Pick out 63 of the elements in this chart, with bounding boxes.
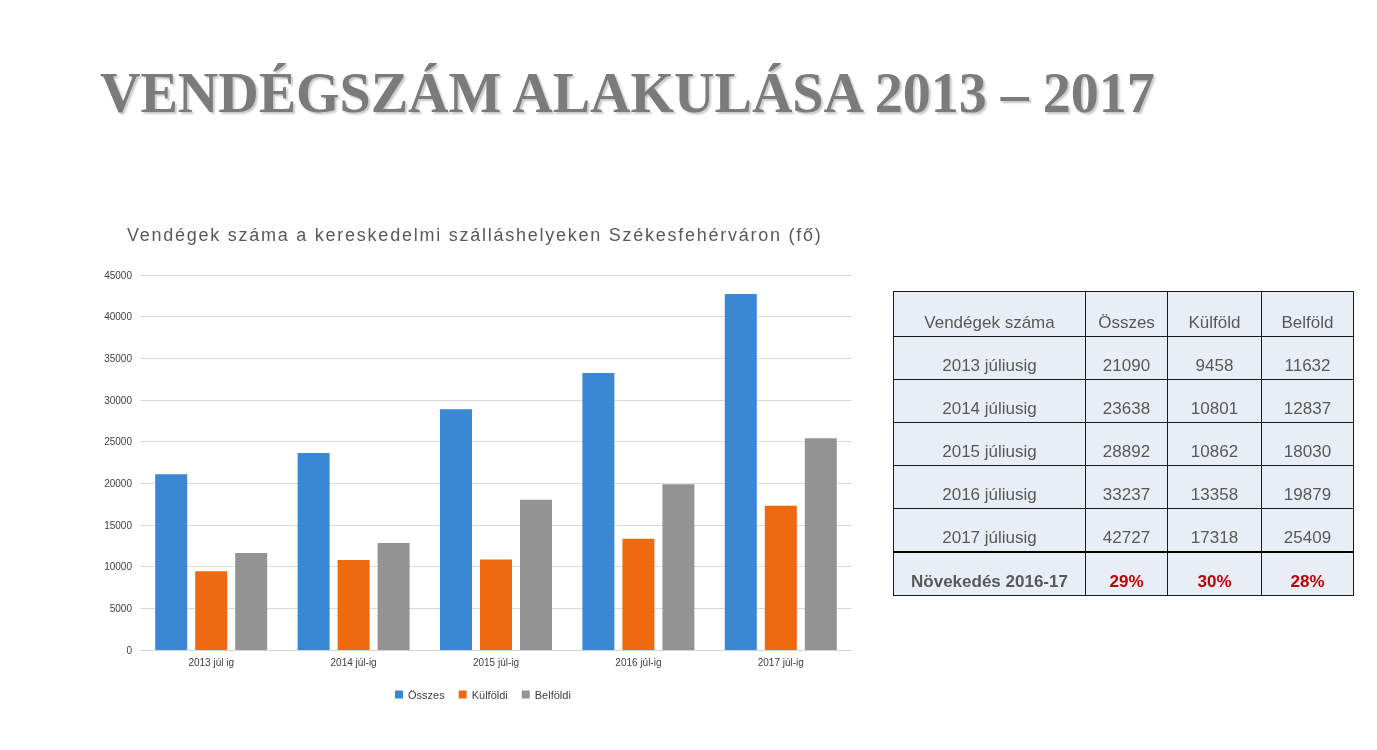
text: 30% — [1167, 551, 1262, 596]
legend-label: Külföldi — [471, 688, 508, 701]
y-tick-label: 25000 — [104, 436, 133, 448]
bar — [804, 438, 837, 650]
data-label: 17318 — [1167, 508, 1262, 552]
text: 28% — [1261, 551, 1354, 596]
data-label: 18030 — [1261, 422, 1354, 466]
data-label: 28892 — [1085, 422, 1168, 466]
category-label: 2017 júliusig — [893, 508, 1086, 552]
data-label: 23638 — [1085, 379, 1168, 423]
y-tick-label: 0 — [126, 644, 133, 656]
bar — [235, 553, 268, 650]
y-tick-label: 10000 — [104, 561, 133, 573]
data-label: 9458 — [1167, 336, 1262, 380]
x-tick-label: 2014 júl-ig — [330, 656, 377, 668]
data-label: 12837 — [1261, 379, 1354, 423]
legend-label: Belföldi — [534, 688, 571, 701]
bar — [520, 499, 552, 650]
data-label: 10862 — [1167, 422, 1262, 466]
bar — [337, 559, 370, 650]
y-tick-label: 45000 — [104, 269, 133, 281]
bar — [622, 538, 655, 650]
bar — [297, 453, 330, 650]
x-tick-label: 2015 júl-ig — [472, 656, 520, 668]
x-tick-label: 2016 júl-ig — [615, 656, 662, 668]
text: Belföld — [1261, 291, 1354, 337]
category-label: 2013 júliusig — [893, 336, 1086, 380]
bar — [440, 409, 472, 650]
y-tick-label: 35000 — [104, 352, 133, 364]
category-label: 2015 júliusig — [893, 422, 1086, 466]
bar — [724, 293, 757, 650]
chart-title: VENDÉGSZÁM ALAKULÁSA 2013 – 2017 — [100, 62, 1155, 125]
data-label: 25409 — [1261, 508, 1354, 552]
data-label: 10801 — [1167, 379, 1262, 423]
y-tick-label: 20000 — [104, 477, 133, 489]
y-tick-label: 40000 — [104, 311, 133, 323]
bar — [764, 505, 797, 650]
data-label: 11632 — [1261, 336, 1354, 380]
text: Vendégek száma — [893, 291, 1086, 337]
bar — [155, 474, 188, 650]
bar — [480, 559, 512, 650]
category-label: 2014 júliusig — [893, 379, 1086, 423]
x-tick-label: 2017 júl-ig — [757, 656, 804, 668]
data-label: 21090 — [1085, 336, 1168, 380]
chart-subtitle: Vendégek száma a kereskedelmi szálláshelyeken Székesfehérváron (fő) — [127, 225, 823, 247]
text: 29% — [1085, 551, 1168, 596]
data-label: 13358 — [1167, 465, 1262, 509]
bar — [195, 571, 228, 650]
data-label: 33237 — [1085, 465, 1168, 509]
legend-label: Összes — [408, 688, 446, 701]
data-label: 19879 — [1261, 465, 1354, 509]
x-tick-label: 2013 júl ig — [188, 656, 234, 668]
series-label: Összes — [1085, 291, 1168, 337]
category-label: 2016 júliusig — [893, 465, 1086, 509]
y-tick-label: 15000 — [104, 519, 133, 531]
bar — [582, 373, 615, 650]
text: Növekedés 2016-17 — [893, 551, 1086, 596]
y-tick-label: 5000 — [109, 602, 133, 614]
bar — [377, 543, 410, 650]
text: Külföld — [1167, 291, 1262, 337]
bar — [662, 484, 695, 650]
y-tick-label: 30000 — [104, 394, 133, 406]
data-label: 42727 — [1085, 508, 1168, 552]
